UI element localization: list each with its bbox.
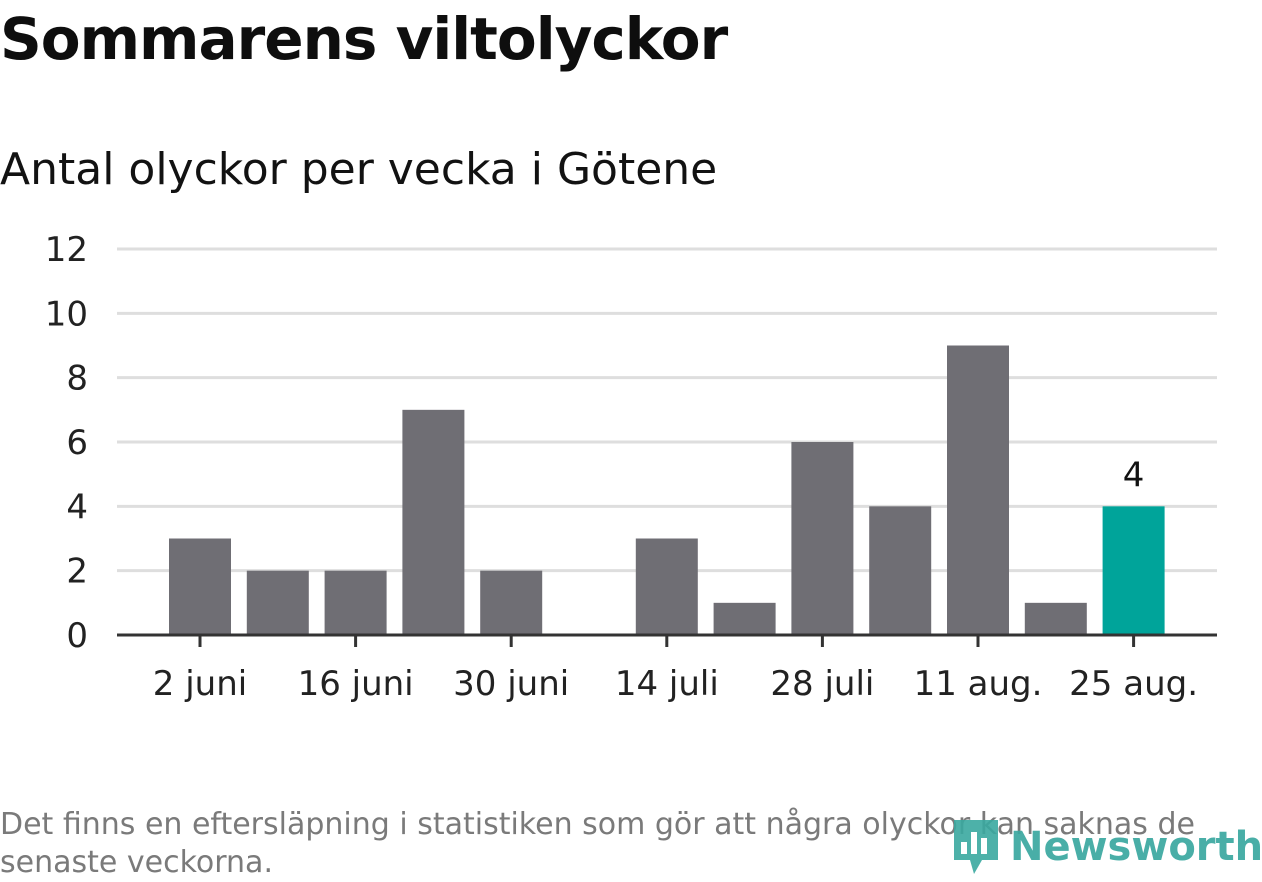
- data-labels: 4: [1123, 455, 1145, 495]
- bar-28-juli: [791, 442, 854, 635]
- logo-text: Newsworthy: [1010, 824, 1262, 870]
- x-tick-label: 25 aug.: [1069, 664, 1198, 704]
- bar-23-juni: [402, 409, 465, 635]
- bar-21-juli: [713, 602, 776, 635]
- y-tick-label: 8: [66, 359, 88, 399]
- bar-11-aug: [947, 345, 1009, 635]
- x-tick-label: 2 juni: [153, 664, 247, 704]
- bar-30-juni: [480, 570, 543, 635]
- y-tick-label: 4: [66, 487, 88, 527]
- y-tick-label: 10: [45, 294, 88, 334]
- bar-25-aug: [1102, 506, 1165, 635]
- y-tick-label: 2: [66, 552, 88, 592]
- x-tick-label: 30 juni: [453, 664, 569, 704]
- y-tick-label: 12: [45, 230, 88, 270]
- y-axis-ticks: 0 2 4 6 8 10 12: [45, 230, 88, 656]
- x-tick-label: 28 juli: [770, 664, 874, 704]
- highlight-value-label: 4: [1123, 455, 1145, 495]
- bars: [169, 345, 1165, 635]
- bar-4-aug: [869, 506, 932, 635]
- x-tick-label: 16 juni: [298, 664, 414, 704]
- x-tick-label: 14 juli: [615, 664, 719, 704]
- newsworthy-logo: Newsworthy: [952, 816, 1262, 878]
- newsworthy-chart-icon: [954, 820, 998, 874]
- x-tick-label: 11 aug.: [914, 664, 1043, 704]
- chart-title: Sommarens viltolyckor: [0, 5, 728, 73]
- bar-16-juni: [324, 570, 387, 635]
- bar-2-juni: [169, 538, 231, 635]
- y-tick-label: 0: [66, 616, 88, 656]
- x-axis-ticks: 2 juni 16 juni 30 juni 14 juli 28 juli 11 aug…: [153, 635, 1198, 704]
- chart-subtitle: Antal olyckor per vecka i Götene: [0, 144, 718, 195]
- bar-18-aug: [1024, 602, 1087, 635]
- grid-lines: [117, 247, 1217, 573]
- bar-14-juli: [635, 538, 698, 635]
- y-tick-label: 6: [66, 423, 88, 463]
- bar-9-juni: [246, 570, 309, 635]
